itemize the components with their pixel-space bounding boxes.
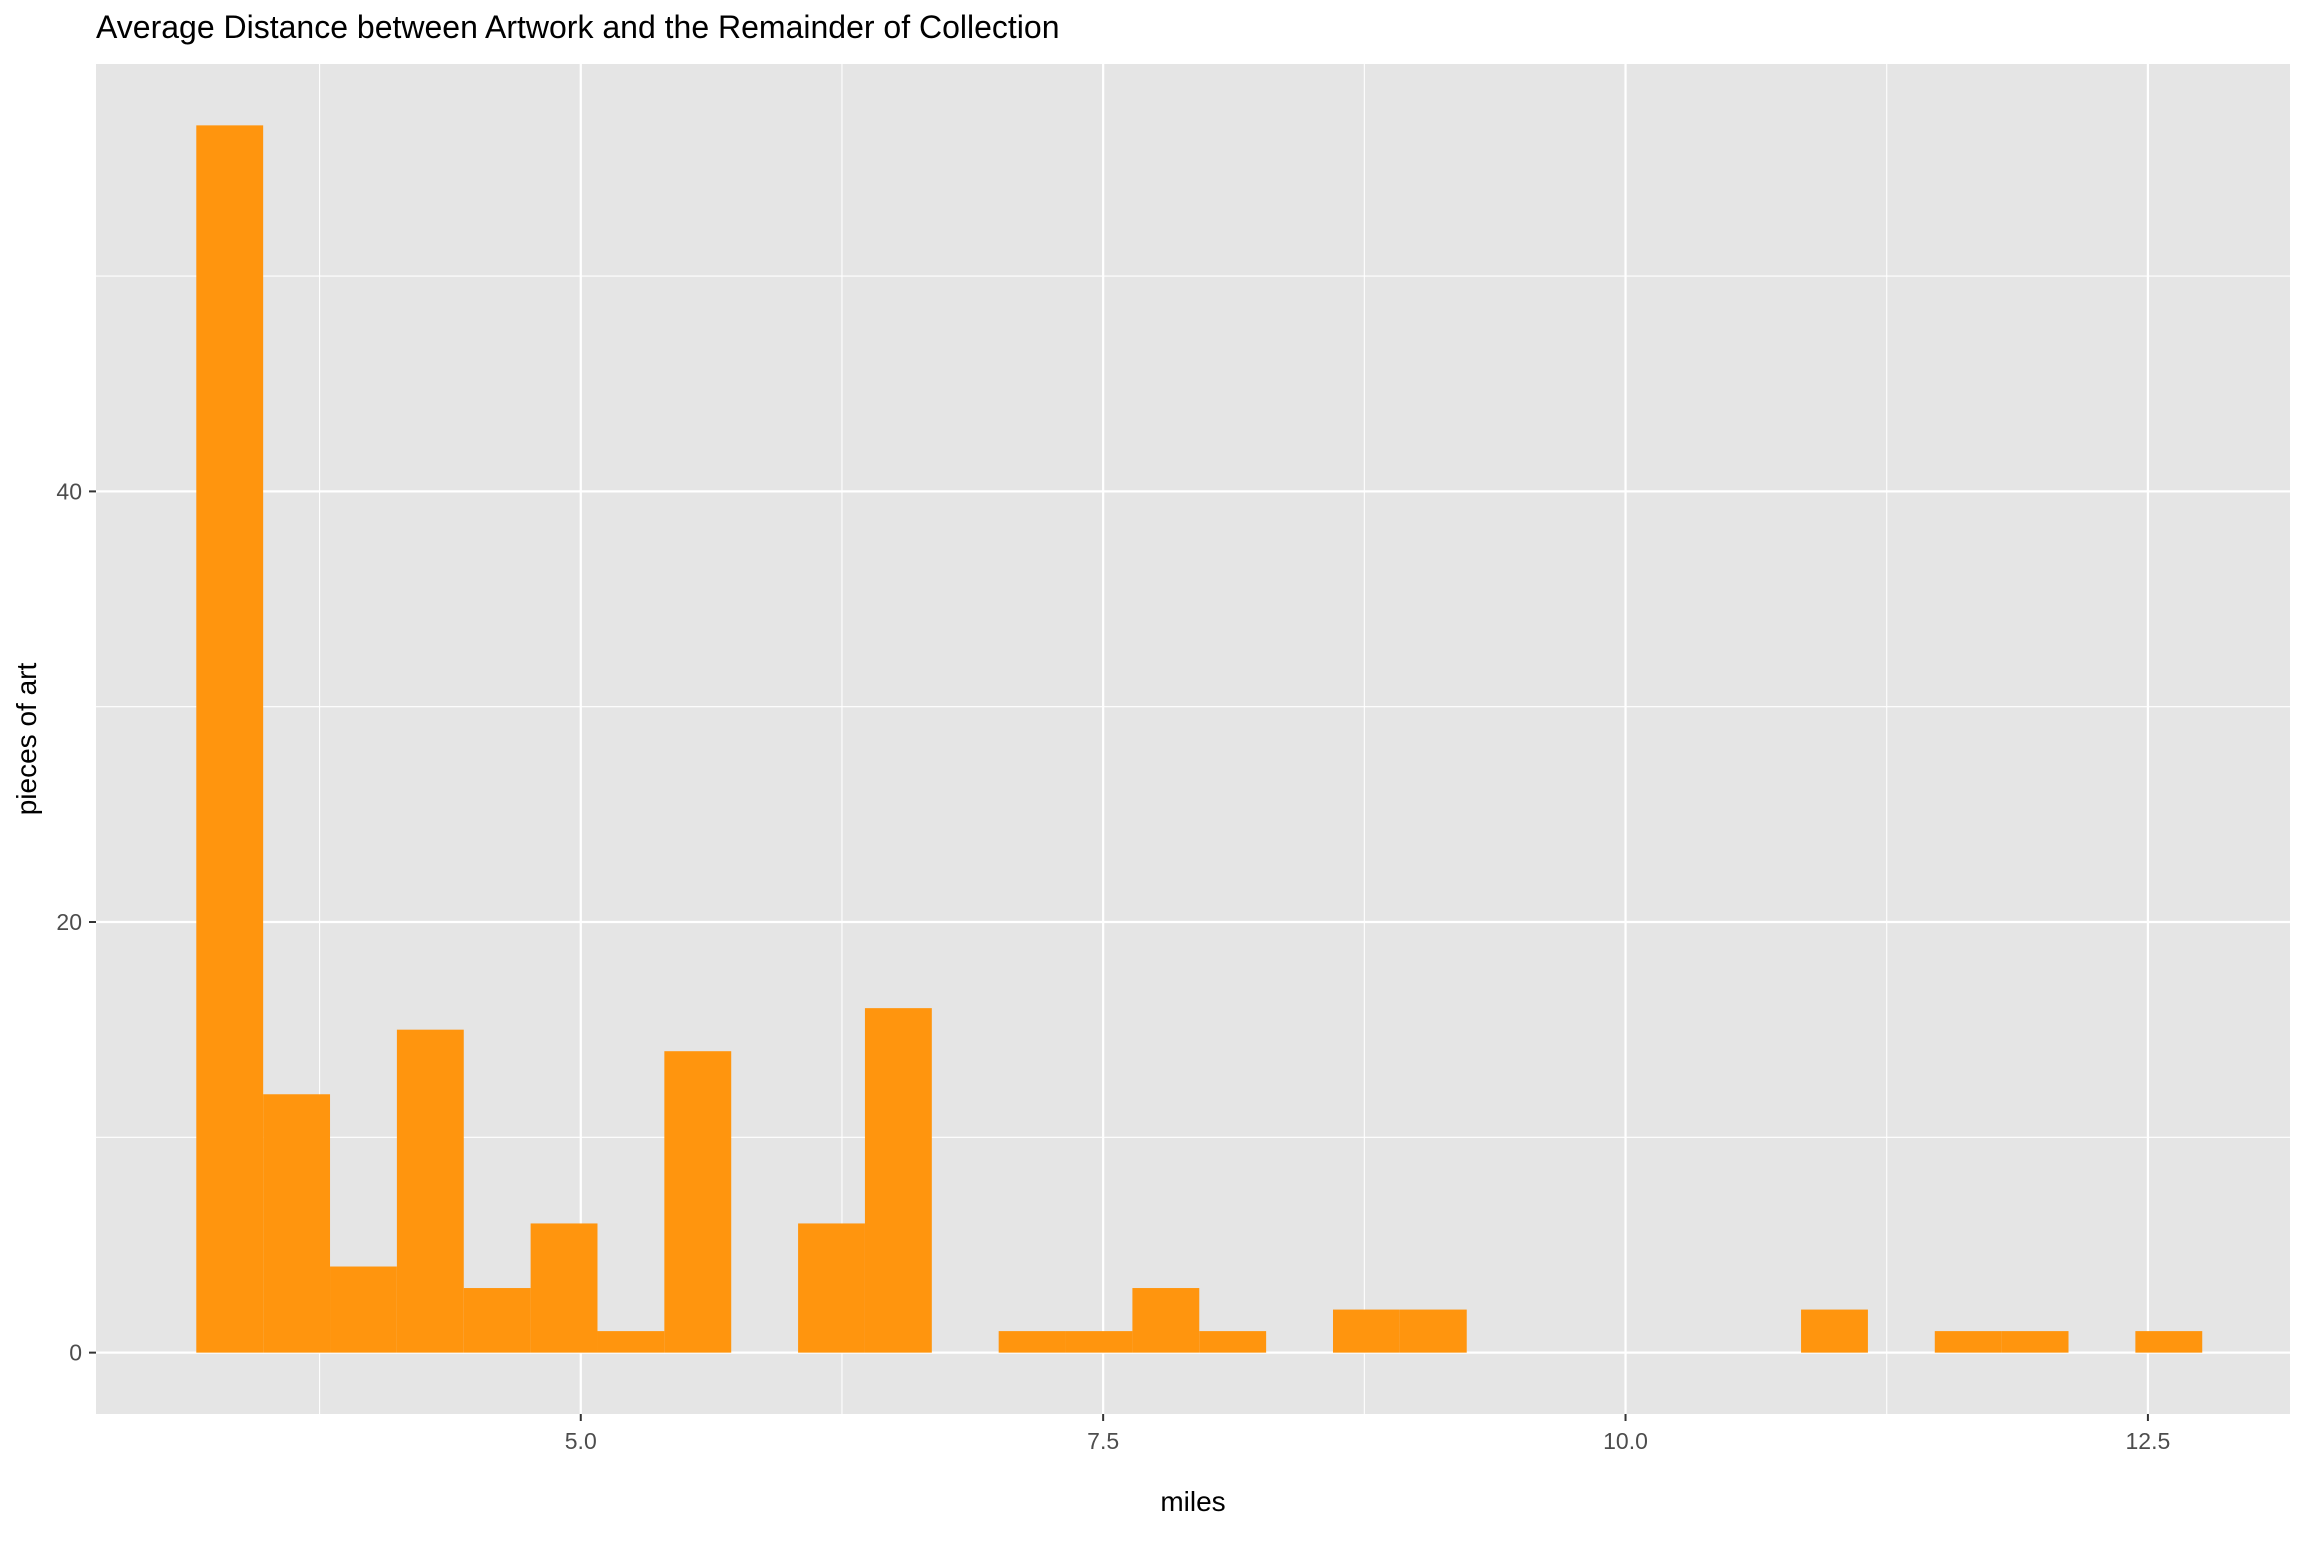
- histogram-bar: [396, 1029, 464, 1353]
- histogram-bar: [664, 1051, 732, 1353]
- y-tick-label: 20: [56, 909, 82, 935]
- histogram-bars: [196, 125, 2203, 1353]
- histogram-bar: [1065, 1331, 1133, 1353]
- histogram-bar: [1132, 1288, 1200, 1353]
- x-tick-label: 12.5: [2126, 1428, 2171, 1454]
- chart-title: Average Distance between Artwork and the…: [96, 9, 1060, 45]
- histogram-bar: [2001, 1331, 2069, 1353]
- minor-gridlines: [96, 64, 2290, 1414]
- histogram-bar: [1199, 1331, 1267, 1353]
- histogram-bar: [998, 1331, 1066, 1353]
- histogram-bar: [1934, 1331, 2002, 1353]
- histogram-bar: [1332, 1309, 1400, 1353]
- y-tick-label: 0: [69, 1340, 82, 1366]
- histogram-bar: [530, 1223, 598, 1353]
- histogram-bar: [196, 125, 264, 1353]
- histogram-bar: [597, 1331, 665, 1353]
- histogram-bar: [1801, 1309, 1868, 1353]
- histogram-bar: [330, 1266, 397, 1353]
- histogram-bar: [463, 1288, 531, 1353]
- histogram-bar: [864, 1008, 932, 1353]
- histogram-bar: [263, 1094, 331, 1353]
- x-tick-label: 10.0: [1603, 1428, 1648, 1454]
- y-axis-label: pieces of art: [11, 663, 42, 816]
- x-tick-label: 7.5: [1087, 1428, 1119, 1454]
- histogram-bar: [2135, 1331, 2203, 1353]
- major-gridlines: [96, 64, 2290, 1414]
- x-axis-label: miles: [1160, 1486, 1225, 1517]
- histogram-bar: [798, 1223, 865, 1353]
- y-axis: 0 20 40: [56, 478, 96, 1366]
- x-axis: 5.0 7.5 10.0 12.5: [565, 1414, 2171, 1454]
- x-tick-label: 5.0: [565, 1428, 597, 1454]
- y-tick-label: 40: [56, 478, 82, 504]
- histogram-bar: [1399, 1309, 1467, 1353]
